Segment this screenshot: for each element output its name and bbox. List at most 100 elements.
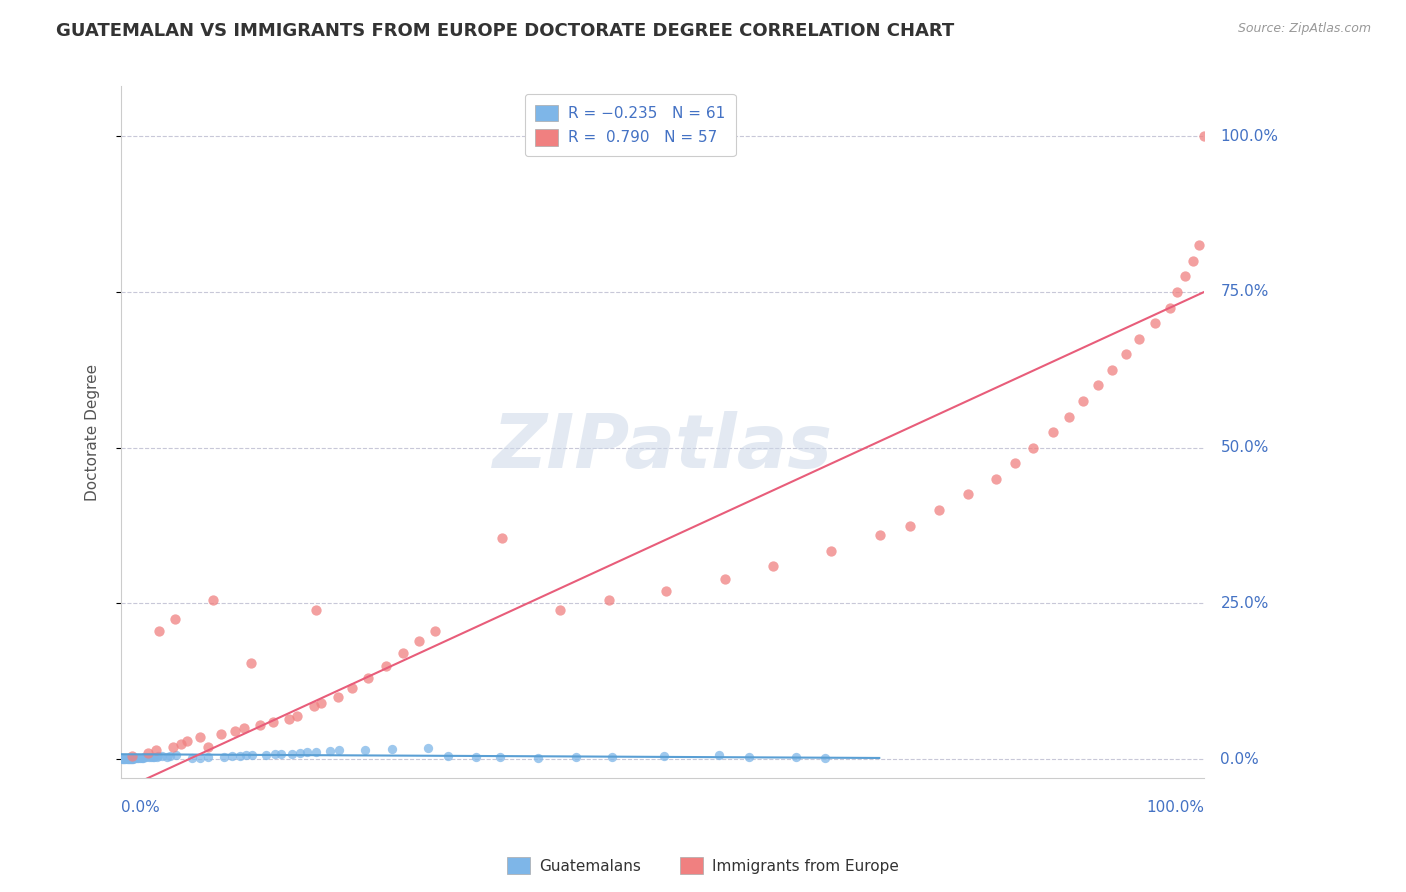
Text: 50.0%: 50.0% [1220,441,1268,455]
Point [197,739,219,754]
Point [305,745,328,759]
Point [249,718,271,732]
Point [375,658,398,673]
Point [288,746,311,760]
Point [202,593,225,607]
Point [1004,456,1026,470]
Point [146,749,169,764]
Point [170,737,193,751]
Point [142,750,165,764]
Point [118,751,141,765]
Point [1182,253,1205,268]
Point [297,745,319,759]
Point [311,696,333,710]
Point [957,487,980,501]
Point [115,751,138,765]
Point [598,593,620,607]
Point [229,749,252,764]
Point [1192,129,1215,144]
Point [986,472,1008,486]
Point [1144,316,1167,330]
Point [131,751,153,765]
Point [785,750,807,764]
Legend: R = −0.235   N = 61, R =  0.790   N = 57: R = −0.235 N = 61, R = 0.790 N = 57 [524,94,735,156]
Point [145,743,167,757]
Point [278,712,301,726]
Point [491,531,513,545]
Point [111,752,134,766]
Point [114,751,136,765]
Point [188,751,211,765]
Point [548,603,571,617]
Point [898,518,921,533]
Text: 0.0%: 0.0% [1220,752,1260,767]
Point [285,708,308,723]
Point [1087,378,1109,392]
Point [1022,441,1045,455]
Point [209,727,232,741]
Point [326,690,349,704]
Point [112,752,135,766]
Point [221,749,243,764]
Text: 0.0%: 0.0% [121,800,160,814]
Point [124,751,146,765]
Point [869,528,891,542]
Point [212,749,235,764]
Text: GUATEMALAN VS IMMIGRANTS FROM EUROPE DOCTORATE DEGREE CORRELATION CHART: GUATEMALAN VS IMMIGRANTS FROM EUROPE DOC… [56,22,955,40]
Point [1071,394,1094,409]
Point [416,741,439,756]
Point [165,748,187,763]
Point [112,752,135,766]
Point [141,750,163,764]
Point [328,743,350,757]
Point [340,681,363,695]
Point [127,751,149,765]
Point [240,748,263,763]
Point [121,751,143,765]
Point [128,751,150,765]
Text: ZIPatlas: ZIPatlas [492,411,832,484]
Point [1188,238,1211,252]
Point [132,750,155,764]
Text: 100.0%: 100.0% [1220,128,1278,144]
Point [814,751,837,765]
Point [165,612,187,626]
Point [707,748,730,763]
Point [138,749,160,764]
Point [146,749,169,764]
Point [425,624,447,639]
Point [127,751,149,765]
Point [118,751,141,765]
Point [159,749,181,764]
Point [162,739,184,754]
Point [122,751,145,765]
Point [408,633,430,648]
Text: Source: ZipAtlas.com: Source: ZipAtlas.com [1237,22,1371,36]
Point [600,749,623,764]
Point [762,559,785,574]
Point [156,749,179,764]
Point [1166,285,1188,299]
Point [302,699,325,714]
Point [391,646,413,660]
Point [121,749,143,764]
Point [527,751,550,765]
Point [122,751,145,765]
Point [1174,269,1197,284]
Point [197,750,219,764]
Point [188,731,211,745]
Point [1057,409,1080,424]
Point [141,750,163,764]
Point [714,572,737,586]
Point [738,749,761,764]
Point [565,750,588,764]
Point [655,584,678,599]
Point [180,751,202,765]
Point [150,749,173,764]
Point [264,747,287,762]
Legend: Guatemalans, Immigrants from Europe: Guatemalans, Immigrants from Europe [502,851,904,880]
Point [232,721,254,735]
Point [437,749,460,764]
Text: 75.0%: 75.0% [1220,285,1268,300]
Point [270,747,292,761]
